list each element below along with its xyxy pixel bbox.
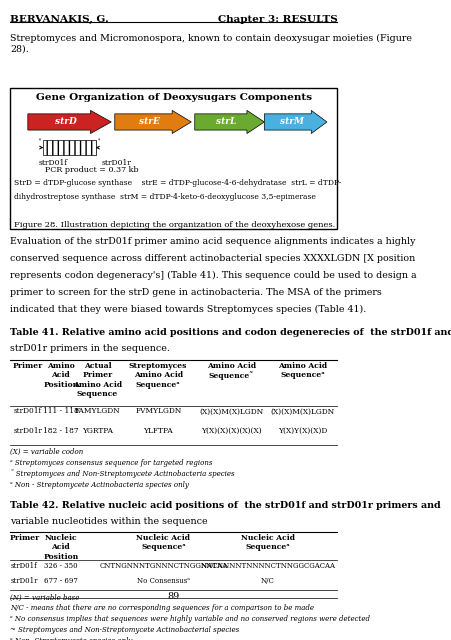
Text: FVMYLGDN: FVMYLGDN [135,408,181,415]
Text: Chapter 3: RESULTS: Chapter 3: RESULTS [217,15,336,24]
Text: Amino
Acid
Position: Amino Acid Position [43,362,78,388]
Text: 326 - 350: 326 - 350 [44,562,78,570]
Text: 111 - 118: 111 - 118 [43,408,78,415]
Text: Gene Organization of Deoxysugars Components: Gene Organization of Deoxysugars Compone… [36,93,311,102]
Text: Y(X)Y(X)(X)D: Y(X)Y(X)(X)D [277,427,327,435]
Text: represents codon degeneracy's] (Table 41). This sequence could be used to design: represents codon degeneracy's] (Table 41… [10,271,416,280]
Text: Nucleic Acid
Sequenceᵃ: Nucleic Acid Sequenceᵃ [240,534,294,552]
Text: ᵃ No consensus implies that sequences were highly variable and no conserved regi: ᵃ No consensus implies that sequences we… [10,615,370,623]
Text: strD01f: strD01f [38,159,67,166]
Polygon shape [115,110,191,134]
Polygon shape [28,110,111,134]
Text: Evaluation of the strD01f primer amino acid sequence alignments indicates a high: Evaluation of the strD01f primer amino a… [10,237,415,246]
Text: PCR product = 0.37 kb: PCR product = 0.37 kb [45,166,138,175]
Text: FAMYLGDN: FAMYLGDN [74,408,120,415]
Text: strM: strM [280,118,304,127]
Polygon shape [194,110,264,134]
Text: Primer: Primer [9,534,39,542]
Text: Table 41. Relative amino acid positions and codon degenerecies of  the strD01f a: Table 41. Relative amino acid positions … [10,328,451,337]
Text: 89: 89 [167,591,179,601]
Text: strD01f: strD01f [11,562,37,570]
Text: (N) = variable base: (N) = variable base [10,593,80,602]
Text: strD01r: strD01r [10,577,38,585]
Text: Table 42. Relative nucleic acid positions of  the strD01f and strD01r primers an: Table 42. Relative nucleic acid position… [10,500,440,509]
Text: (X)(X)M(X)LGDN: (X)(X)M(X)LGDN [270,408,334,415]
Text: Amino Acid
Sequence˜: Amino Acid Sequence˜ [206,362,255,380]
Text: Streptomyces
Amino Acid
Sequenceᵃ: Streptomyces Amino Acid Sequenceᵃ [129,362,187,388]
Text: primer to screen for the strD gene in actinobacteria. The MSA of the primers: primer to screen for the strD gene in ac… [10,288,382,297]
Text: dihydrostreptose synthase  strM = dTDP-4-keto-6-deoxyglucose 3,5-epimerase: dihydrostreptose synthase strM = dTDP-4-… [14,193,315,201]
Text: ~ Streptomyces and Non-Streptomycete Actinobacterial species: ~ Streptomyces and Non-Streptomycete Act… [10,627,239,634]
Text: Y(X)(X)(X)(X)(X): Y(X)(X)(X)(X)(X) [201,427,261,435]
Text: BERVANAKIS, G.: BERVANAKIS, G. [10,15,109,24]
Text: (X) = variable codon: (X) = variable codon [10,447,83,456]
Text: Amino Acid
Sequenceᵃ: Amino Acid Sequenceᵃ [277,362,327,380]
Text: Figure 28. Illustration depicting the organization of the deoxyhexose genes.: Figure 28. Illustration depicting the or… [14,221,335,228]
Text: Nucleic
Acid
Position: Nucleic Acid Position [43,534,78,561]
Bar [43,140,96,155]
Text: ˜ Streptomyces and Non-Streptomycete Actinobacteria species: ˜ Streptomyces and Non-Streptomycete Act… [10,470,235,478]
Text: ᵃ Streptomyces consensus sequence for targeted regions: ᵃ Streptomyces consensus sequence for ta… [10,459,212,467]
Text: N/C: N/C [260,577,274,585]
Text: strE: strE [138,118,159,127]
Text: N/C - means that there are no corresponding sequences for a comparison to be mad: N/C - means that there are no correspond… [10,604,314,612]
Text: strD01r primers in the sequence.: strD01r primers in the sequence. [10,344,170,353]
Text: strD01r: strD01r [101,159,132,166]
Text: conserved sequence across different actinobacterial species XXXXLGDN [X position: conserved sequence across different acti… [10,253,415,262]
Polygon shape [264,110,326,134]
Text: YLFTPA: YLFTPA [143,427,173,435]
Text: CNTNGNNNTGNNNCTNGGNACAA: CNTNGNNNTGNNNCTNGGNACAA [99,562,227,570]
Text: indicated that they were biased towards Streptomyces species (Table 41).: indicated that they were biased towards … [10,305,366,314]
Text: YGRTPA: YGRTPA [82,427,113,435]
Text: 182 - 187: 182 - 187 [43,427,78,435]
Text: Primer: Primer [13,362,43,370]
Text: ᵃ Non - Streptomycete Actinobacteria species only: ᵃ Non - Streptomycete Actinobacteria spe… [10,481,189,488]
Text: Nucleic Acid
Sequenceᵃ: Nucleic Acid Sequenceᵃ [136,534,190,552]
Text: (X)(X)M(X)LGDN: (X)(X)M(X)LGDN [199,408,263,415]
Text: StrD = dTDP-glucose synthase    strE = dTDP-glucose-4-6-dehydratase  strL = dTDP: StrD = dTDP-glucose synthase strE = dTDP… [14,179,341,188]
Text: NNTNNNNTNNNNCTNNGGCGACAA: NNTNNNNTNNNNCTNNGGCGACAA [200,562,335,570]
FancyBboxPatch shape [10,88,336,228]
Text: variable nucleotides within the sequence: variable nucleotides within the sequence [10,516,207,525]
Text: strD01f: strD01f [14,408,42,415]
Text: ᵃ Non- Streptomycete species only: ᵃ Non- Streptomycete species only [10,637,133,640]
Text: No Consensusᵃ: No Consensusᵃ [137,577,189,585]
Text: strD01r: strD01r [13,427,42,435]
Text: 677 - 697: 677 - 697 [44,577,78,585]
Text: strD: strD [55,118,76,127]
Text: strL: strL [216,118,236,127]
Text: Streptomyces and Micromonospora, known to contain deoxysugar moieties (Figure
28: Streptomyces and Micromonospora, known t… [10,33,411,53]
Text: Actual
Primer
Amino Acid
Sequence: Actual Primer Amino Acid Sequence [73,362,122,398]
